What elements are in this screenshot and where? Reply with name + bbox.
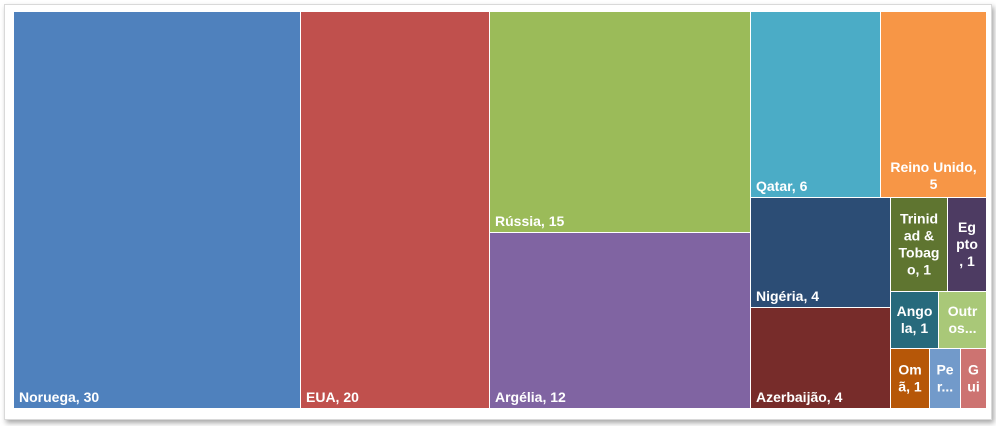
treemap-label-nigeria: Nigéria, 4 [756, 288, 819, 304]
treemap-cell-pe[interactable]: Pe r... [930, 349, 960, 408]
treemap-rect-qatar[interactable] [751, 12, 880, 197]
treemap-cell-angola[interactable]: Ango la, 1 [891, 292, 938, 348]
treemap-label-angola: Ango la, 1 [897, 303, 933, 336]
treemap-cell-outros[interactable]: Outr os... [939, 292, 986, 348]
treemap-rect-nigeria[interactable] [751, 198, 890, 307]
treemap-rect-gui[interactable] [961, 349, 986, 408]
treemap-cell-azerbaijao[interactable]: Azerbaijão, 4 [751, 308, 890, 408]
treemap-label-argelia: Argélia, 12 [495, 389, 566, 405]
treemap-rect-pe[interactable] [930, 349, 960, 408]
treemap-label-noruega: Noruega, 30 [19, 389, 99, 405]
treemap-cell-egipto[interactable]: Eg pto, 1 [948, 198, 986, 291]
treemap-rect-outros[interactable] [939, 292, 986, 348]
treemap-label-eua: EUA, 20 [306, 389, 359, 405]
treemap-cell-russia[interactable]: Rússia, 15 [490, 12, 750, 232]
treemap-rect-egipto[interactable] [948, 198, 986, 291]
treemap-cell-oma[interactable]: Om ã, 1 [891, 349, 929, 408]
treemap-cell-noruega[interactable]: Noruega, 30 [14, 12, 300, 408]
treemap-cell-argelia[interactable]: Argélia, 12 [490, 233, 750, 408]
treemap-rect-noruega[interactable] [14, 12, 300, 408]
treemap-label-egipto: Eg pto, 1 [956, 219, 978, 269]
treemap-rect-eua[interactable] [301, 12, 489, 408]
treemap-rect-azerbaijao[interactable] [751, 308, 890, 408]
treemap-rect-oma[interactable] [891, 349, 929, 408]
treemap-label-oma: Om ã, 1 [898, 362, 922, 395]
treemap-rect-argelia[interactable] [490, 233, 750, 408]
treemap-label-pe: Pe r... [936, 362, 953, 395]
treemap-cell-trinidad-tobago[interactable]: Trinid ad & Tobag o, 1 [891, 198, 947, 291]
treemap-label-azerbaijao: Azerbaijão, 4 [756, 389, 843, 405]
treemap-label-outros: Outr os... [948, 303, 978, 336]
treemap-label-qatar: Qatar, 6 [756, 178, 808, 194]
treemap-label-trinidad-tobago: Trinid ad & Tobag o, 1 [899, 211, 940, 278]
treemap-cell-eua[interactable]: EUA, 20 [301, 12, 489, 408]
treemap-cell-qatar[interactable]: Qatar, 6 [751, 12, 880, 197]
treemap-rect-trinidad-tobago[interactable] [891, 198, 947, 291]
treemap-label-reino-unido: Reino Unido, 5 [890, 159, 976, 192]
treemap-cell-nigeria[interactable]: Nigéria, 4 [751, 198, 890, 307]
treemap-rect-russia[interactable] [490, 12, 750, 232]
treemap-rect-angola[interactable] [891, 292, 938, 348]
treemap-cell-reino-unido[interactable]: Reino Unido, 5 [881, 12, 986, 197]
treemap-rect-reino-unido[interactable] [881, 12, 986, 197]
treemap-label-russia: Rússia, 15 [495, 213, 564, 229]
